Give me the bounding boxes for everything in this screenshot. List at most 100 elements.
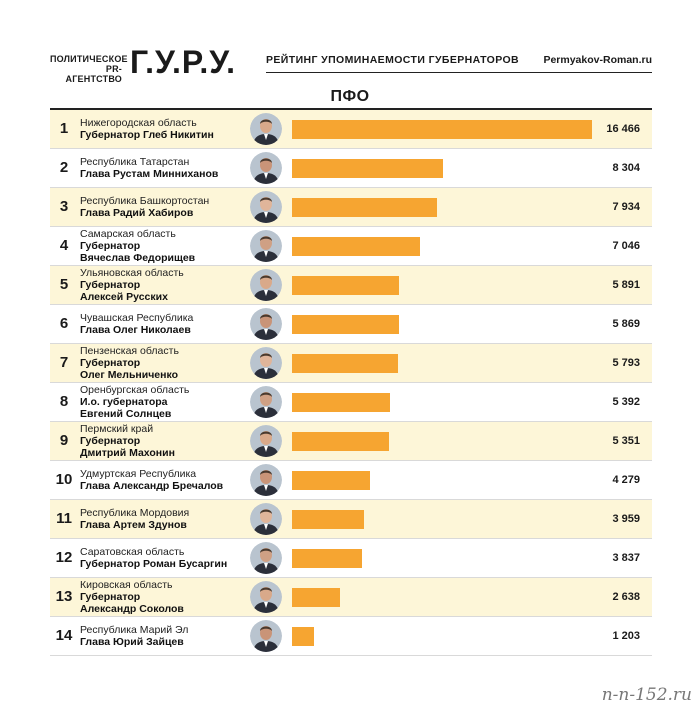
table-row: 3 Республика Башкортостан Глава Радий Хаби…	[50, 188, 652, 227]
governor-name: Губернатор Роман Бусаргин	[80, 558, 228, 570]
agency-label: ПОЛИТИЧЕСКОЕ PR-АГЕНТСТВО	[50, 54, 128, 84]
governor-photo	[250, 503, 282, 535]
rank-number: 2	[59, 159, 69, 176]
value-label: 5 351	[612, 435, 640, 447]
governor-name: Глава Артем Здунов	[80, 519, 187, 531]
governor-name: Губернатор	[80, 435, 141, 447]
rank-number: 11	[56, 510, 72, 527]
governor-name: Вячеслав Федорищев	[80, 252, 196, 264]
value-label: 8 304	[612, 162, 640, 174]
table-row: 2 Республика Татарстан Глава Рустам Минних…	[50, 149, 652, 188]
governor-name: Александр Соколов	[80, 603, 184, 615]
governor-names: Чувашская Республика Глава Олег Николаев	[80, 305, 260, 343]
governor-names: Саратовская область Губернатор Роман Буса…	[80, 539, 260, 577]
value-label: 5 392	[612, 396, 640, 408]
governor-photo	[250, 308, 282, 340]
governor-names: Оренбургская область И.о. губернатора Евге…	[80, 383, 260, 421]
table-row: 9 Пермский край Губернатор Дмитрий Махонин 5…	[50, 422, 652, 461]
value-bar	[292, 588, 340, 607]
table-row: 1 Нижегородская область Губернатор Глеб Ни…	[50, 108, 652, 149]
rank-number: 10	[55, 471, 73, 488]
ranking-table: 1 Нижегородская область Губернатор Глеб Ни…	[50, 108, 652, 656]
governor-names: Республика Татарстан Глава Рустам Минниха…	[80, 149, 260, 187]
value-bar	[292, 198, 437, 217]
governor-name: Глава Рустам Минниханов	[80, 168, 219, 180]
governor-photo	[250, 191, 282, 223]
rank-number: 4	[59, 237, 69, 254]
region-name: Республика Марий Эл	[80, 624, 189, 636]
governor-names: Республика Мордовия Глава Артем Здунов	[80, 500, 260, 538]
region-name: Нижегородская область	[80, 117, 197, 129]
table-row: 5 Ульяновская область Губернатор Алексей Ру…	[50, 266, 652, 305]
region-name: Удмуртская Республика	[80, 468, 197, 480]
governor-photo	[250, 230, 282, 262]
table-row: 11 Республика Мордовия Глава Артем Здунов 3…	[50, 500, 652, 539]
region-name: Саратовская область	[80, 546, 185, 558]
table-row: 7 Пензенская область Губернатор Олег Мельни…	[50, 344, 652, 383]
region-name: Чувашская Республика	[80, 312, 194, 324]
watermark: n-n-152.ru	[601, 685, 692, 705]
governor-name: Дмитрий Махонин	[80, 447, 175, 459]
governor-name: Глава Юрий Зайцев	[80, 636, 184, 648]
region-name: Республика Татарстан	[80, 156, 190, 168]
governor-name: Алексей Русских	[80, 291, 168, 303]
governor-photo	[250, 542, 282, 574]
governor-name: Олег Мельниченко	[80, 369, 179, 381]
value-bar	[292, 237, 420, 256]
value-bar	[292, 393, 390, 412]
governor-name: Губернатор	[80, 279, 141, 291]
governor-name: Евгений Солнцев	[80, 408, 172, 420]
governor-names: Удмуртская Республика Глава Александр Бре…	[80, 461, 260, 499]
value-label: 3 837	[612, 552, 640, 564]
governor-name: Глава Олег Николаев	[80, 324, 191, 336]
governor-name: Губернатор Глеб Никитин	[80, 129, 214, 141]
rank-number: 3	[59, 198, 69, 215]
governor-photo	[250, 269, 282, 301]
value-bar	[292, 471, 370, 490]
table-row: 8 Оренбургская область И.о. губернатора Евг…	[50, 383, 652, 422]
governor-names: Пермский край Губернатор Дмитрий Махонин	[80, 422, 260, 460]
region-name: Республика Мордовия	[80, 507, 190, 519]
governor-names: Республика Марий Эл Глава Юрий Зайцев	[80, 617, 260, 655]
region-name: Самарская область	[80, 228, 176, 240]
header-divider	[266, 72, 652, 73]
value-bar	[292, 432, 389, 451]
value-label: 1 203	[612, 630, 640, 642]
site-link[interactable]: Permyakov-Roman.ru	[543, 54, 652, 66]
governor-name: Глава Александр Бречалов	[80, 480, 224, 492]
value-bar	[292, 627, 314, 646]
governor-names: Самарская область Губернатор Вячеслав Федо…	[80, 227, 260, 265]
region-title: ПФО	[330, 88, 370, 105]
region-name: Кировская область	[80, 579, 173, 591]
rank-number: 7	[59, 354, 69, 371]
governor-names: Нижегородская область Губернатор Глеб Ник…	[80, 110, 260, 148]
value-bar	[292, 549, 362, 568]
agency-line-1: ПОЛИТИЧЕСКОЕ	[50, 54, 128, 64]
governor-photo	[250, 347, 282, 379]
governor-names: Кировская область Губернатор Александр Сок…	[80, 578, 260, 616]
governor-photo	[250, 152, 282, 184]
value-bar	[292, 315, 399, 334]
value-bar	[292, 276, 399, 295]
logo-text: Г.У.Р.У.	[130, 44, 237, 80]
governor-names: Ульяновская область Губернатор Алексей Рус…	[80, 266, 260, 304]
value-label: 3 959	[612, 513, 640, 525]
table-row: 4 Самарская область Губернатор Вячеслав Фед…	[50, 227, 652, 266]
value-label: 2 638	[612, 591, 640, 603]
region-name: Ульяновская область	[80, 267, 184, 279]
governor-photo	[250, 386, 282, 418]
value-bar	[292, 120, 592, 139]
table-row: 14 Республика Марий Эл Глава Юрий Зайцев 1 …	[50, 617, 652, 656]
region-name: Пермский край	[80, 423, 154, 435]
rank-number: 1	[59, 120, 69, 137]
governor-name: Глава Радий Хабиров	[80, 207, 194, 219]
agency-line-2: PR-АГЕНТСТВО	[65, 64, 122, 84]
value-label: 4 279	[612, 474, 640, 486]
governor-name: Губернатор	[80, 591, 141, 603]
governor-name: И.о. губернатора	[80, 396, 168, 408]
governor-name: Губернатор	[80, 357, 141, 369]
region-name: Оренбургская область	[80, 384, 190, 396]
value-bar	[292, 354, 398, 373]
rating-subtitle: РЕЙТИНГ УПОМИНАЕМОСТИ ГУБЕРНАТОРОВ	[266, 54, 520, 66]
header: ПОЛИТИЧЕСКОЕ PR-АГЕНТСТВО Г.У.Р.У. РЕЙТИ…	[50, 44, 652, 84]
